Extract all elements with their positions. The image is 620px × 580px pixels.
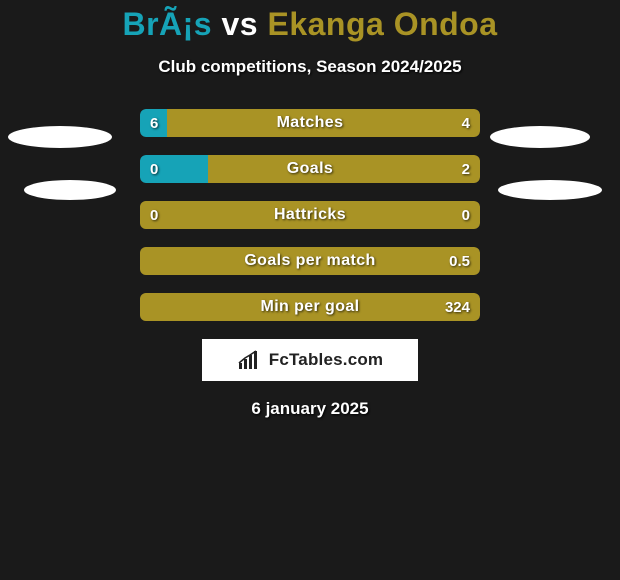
badge-player1: [8, 126, 112, 148]
badge-player1: [24, 180, 116, 200]
subtitle: Club competitions, Season 2024/2025: [0, 57, 620, 77]
metric-row: 0.5Goals per match: [140, 247, 480, 275]
metric-label: Goals per match: [140, 247, 480, 275]
badge-player2: [498, 180, 602, 200]
metric-row: 324Min per goal: [140, 293, 480, 321]
vs-label: vs: [221, 6, 258, 42]
metric-row: 02Goals: [140, 155, 480, 183]
source-badge: FcTables.com: [202, 339, 418, 381]
metric-label: Min per goal: [140, 293, 480, 321]
metric-label: Matches: [140, 109, 480, 137]
metric-row: 64Matches: [140, 109, 480, 137]
chart-icon: [237, 349, 263, 371]
metric-row: 00Hattricks: [140, 201, 480, 229]
metric-label: Goals: [140, 155, 480, 183]
metric-label: Hattricks: [140, 201, 480, 229]
source-label: FcTables.com: [269, 350, 384, 370]
comparison-card: BrÃ¡s vs Ekanga Ondoa Club competitions,…: [0, 0, 620, 580]
badge-player2: [490, 126, 590, 148]
page-title: BrÃ¡s vs Ekanga Ondoa: [0, 0, 620, 43]
player1-name: BrÃ¡s: [122, 6, 212, 42]
player2-name: Ekanga Ondoa: [267, 6, 497, 42]
date-label: 6 january 2025: [0, 399, 620, 419]
